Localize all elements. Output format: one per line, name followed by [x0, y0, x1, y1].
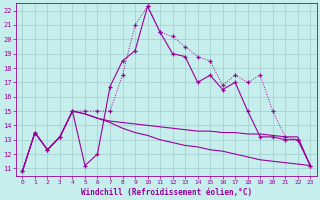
X-axis label: Windchill (Refroidissement éolien,°C): Windchill (Refroidissement éolien,°C) [81, 188, 252, 197]
